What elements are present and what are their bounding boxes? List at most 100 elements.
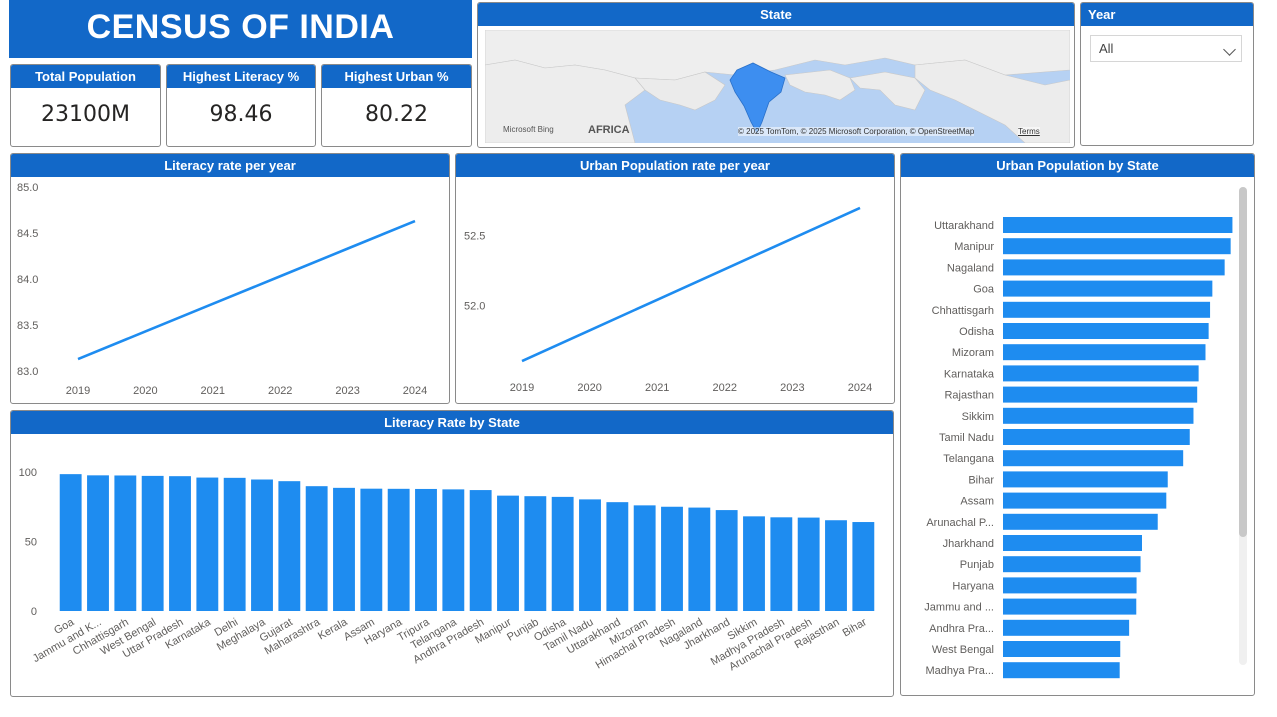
bar	[1003, 386, 1198, 403]
bar	[1003, 323, 1209, 339]
kpi-highest-urban: Highest Urban % 80.22	[321, 64, 472, 147]
map-land	[485, 30, 1070, 143]
y-tick-label: Rajasthan	[944, 390, 994, 402]
x-tick-label: 2020	[133, 385, 157, 397]
bar	[1003, 301, 1211, 318]
y-tick-label: 52.5	[464, 231, 485, 243]
y-tick-label: 84.0	[17, 274, 38, 286]
urban-line-chart: 52.5 52.0 2019 2020 2021 2022 2023 2024	[464, 206, 872, 394]
y-tick-label: 84.5	[17, 228, 38, 240]
x-tick-label: 2024	[403, 385, 427, 397]
bar	[442, 489, 465, 611]
bar	[743, 516, 765, 611]
bar	[579, 499, 601, 611]
y-tick-label: Haryana	[952, 580, 994, 592]
bar	[1003, 513, 1158, 530]
urban-by-state-panel: Urban Population by State Uttarakhand Man…	[900, 153, 1255, 696]
bar	[1003, 577, 1137, 594]
page-title: CENSUS OF INDIA	[9, 0, 472, 58]
year-dropdown-value: All	[1099, 41, 1114, 56]
bar	[1003, 662, 1120, 679]
year-dropdown[interactable]: All	[1090, 35, 1242, 62]
bar	[1003, 471, 1168, 488]
bar	[661, 506, 683, 611]
bar	[852, 522, 875, 611]
urban-bar-chart: Uttarakhand Manipur Nagaland Goa Chhattisgar…	[924, 217, 1233, 679]
y-tick-label: Goa	[973, 284, 995, 296]
y-tick-label: Assam	[960, 496, 994, 508]
y-tick-label: Bihar	[968, 474, 994, 486]
bar	[59, 474, 82, 611]
map-terms-link[interactable]: Terms	[1018, 127, 1040, 136]
y-tick-label: Jammu and ...	[924, 602, 994, 614]
bar	[688, 507, 711, 611]
bar	[1003, 407, 1194, 424]
y-tick-label: Madhya Pra...	[926, 665, 994, 677]
y-tick-label: Arunachal P...	[926, 517, 994, 529]
state-map-panel: State Microsoft Bing AFRICA © 2025 TomTo…	[477, 2, 1075, 148]
x-tick-label: 2023	[780, 382, 804, 394]
x-tick-label: 2022	[713, 382, 737, 394]
y-tick-label: Telangana	[943, 453, 995, 465]
y-tick-label: Punjab	[960, 559, 994, 571]
y-tick-label: Tamil Nadu	[939, 432, 994, 444]
y-tick-label: West Bengal	[932, 644, 994, 656]
bar	[141, 475, 164, 611]
x-tick-label: 2021	[645, 382, 669, 394]
x-tick-label: 2020	[577, 382, 601, 394]
series-line	[77, 219, 416, 361]
bar	[1003, 344, 1206, 361]
x-tick-label: 2021	[201, 385, 225, 397]
y-tick-label: Odisha	[959, 326, 995, 338]
x-tick-label: 2022	[268, 385, 292, 397]
kpi-total-population: Total Population 23100M	[10, 64, 161, 147]
kpi-value: 98.46	[209, 102, 273, 127]
bar	[1003, 429, 1190, 445]
bar	[333, 487, 355, 611]
bar	[87, 475, 109, 611]
y-tick-label: 83.0	[17, 366, 38, 378]
bar	[797, 517, 820, 611]
x-tick-label: Bihar	[841, 616, 870, 639]
scrollbar-thumb[interactable]	[1239, 187, 1247, 537]
bing-logo: Microsoft Bing	[503, 125, 554, 134]
y-tick-label: Mizoram	[952, 347, 994, 359]
literacy-line-chart: 85.0 84.5 84.0 83.5 83.0 2019 2020 2021 2022 2023…	[17, 182, 427, 397]
year-slicer-title: Year	[1081, 3, 1253, 26]
bar	[469, 490, 492, 611]
y-tick-label: 85.0	[17, 182, 38, 194]
y-tick-label: Jharkhand	[943, 538, 994, 550]
y-tick-label: Manipur	[954, 241, 994, 253]
bar	[1003, 641, 1121, 657]
y-tick-label: Nagaland	[947, 262, 994, 274]
chevron-down-icon	[1223, 43, 1236, 56]
bar	[1003, 238, 1231, 255]
bar	[1003, 280, 1213, 297]
x-tick-label: 2019	[66, 385, 90, 397]
bar	[1003, 259, 1225, 276]
bar	[770, 517, 793, 611]
y-tick-label: 83.5	[17, 320, 38, 332]
bar	[825, 520, 847, 611]
literacy-by-state-panel: Literacy Rate by State 100 50 0 Goa Jammu an…	[10, 410, 894, 697]
map-region-label: AFRICA	[588, 124, 630, 136]
bar	[715, 510, 738, 611]
x-tick-label: 2019	[510, 382, 534, 394]
bar	[251, 479, 273, 611]
bar	[633, 505, 656, 611]
chart-title: Urban Population rate per year	[456, 154, 894, 177]
bar	[415, 488, 437, 611]
y-tick-label: 100	[19, 467, 37, 479]
y-tick-label: Karnataka	[944, 368, 995, 380]
bar	[387, 488, 410, 611]
bar	[551, 496, 574, 611]
india-region[interactable]	[729, 62, 786, 134]
x-tick-label: 2023	[335, 385, 359, 397]
kpi-label: Highest Urban %	[322, 65, 471, 88]
y-tick-label: 0	[31, 606, 37, 618]
bar	[278, 481, 301, 611]
y-tick-label: 50	[25, 537, 37, 549]
bar	[1003, 619, 1130, 636]
state-map[interactable]: Microsoft Bing AFRICA © 2025 TomTom, © 2…	[485, 30, 1070, 143]
bar	[114, 475, 137, 611]
